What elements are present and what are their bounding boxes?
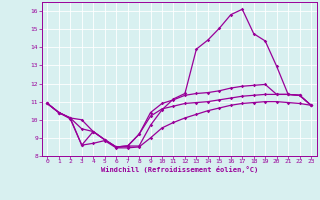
X-axis label: Windchill (Refroidissement éolien,°C): Windchill (Refroidissement éolien,°C) [100,166,258,173]
